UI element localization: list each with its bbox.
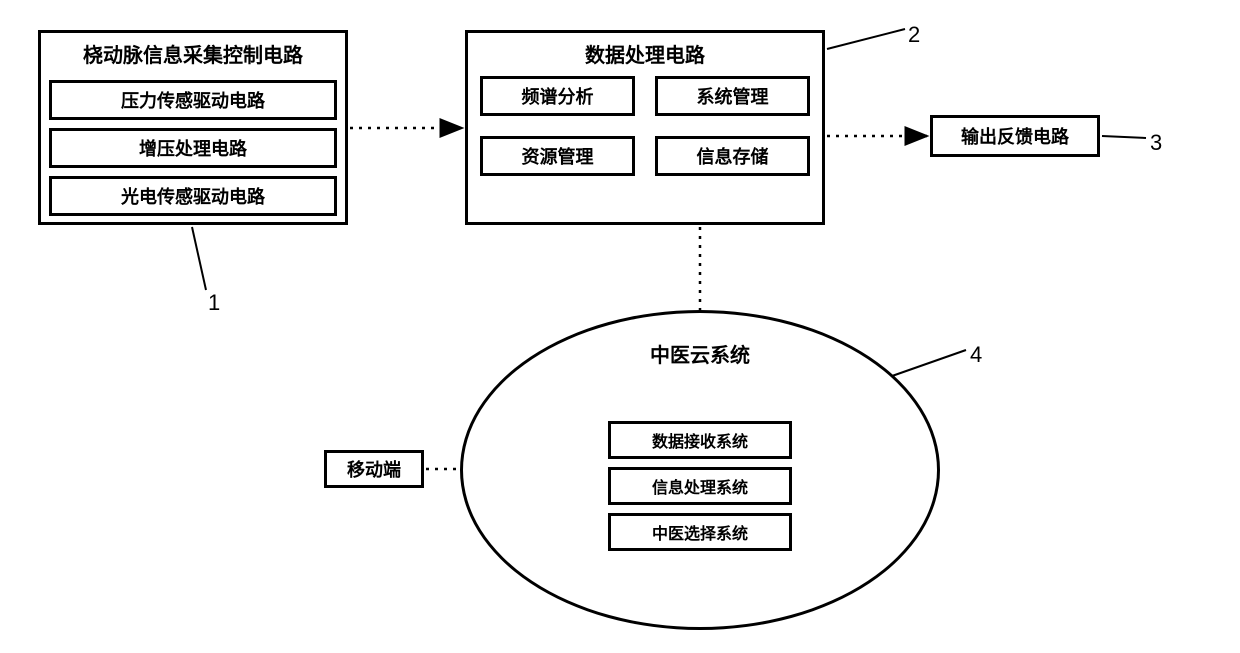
block1-title: 桡动脉信息采集控制电路: [41, 33, 345, 72]
block-output-feedback: 输出反馈电路: [930, 115, 1100, 157]
ellipse-title: 中医云系统: [463, 339, 937, 368]
label-3: 3: [1150, 130, 1162, 156]
block3-label: 输出反馈电路: [961, 123, 1069, 149]
block-mobile: 移动端: [324, 450, 424, 488]
label-2: 2: [908, 22, 920, 48]
ellipse-tcm-cloud: 中医云系统 数据接收系统 信息处理系统 中医选择系统: [460, 310, 940, 630]
lead-2: [827, 29, 905, 49]
block2-title: 数据处理电路: [468, 33, 822, 76]
label-4: 4: [970, 342, 982, 368]
block2-item-00: 频谱分析: [480, 76, 635, 116]
block2-item-01: 系统管理: [655, 76, 810, 116]
block-data-processing: 数据处理电路 频谱分析 系统管理 资源管理 信息存储: [465, 30, 825, 225]
ellipse-item-0: 数据接收系统: [608, 421, 792, 459]
block1-item-2: 光电传感驱动电路: [49, 176, 337, 216]
lead-1: [192, 227, 206, 290]
label-1: 1: [208, 290, 220, 316]
lead-3: [1102, 136, 1146, 138]
ellipse-item-1: 信息处理系统: [608, 467, 792, 505]
block-radial-artery: 桡动脉信息采集控制电路 压力传感驱动电路 增压处理电路 光电传感驱动电路: [38, 30, 348, 225]
block1-item-1: 增压处理电路: [49, 128, 337, 168]
block1-item-0: 压力传感驱动电路: [49, 80, 337, 120]
ellipse-item-2: 中医选择系统: [608, 513, 792, 551]
block2-item-11: 信息存储: [655, 136, 810, 176]
mobile-label: 移动端: [347, 456, 401, 482]
block2-item-10: 资源管理: [480, 136, 635, 176]
